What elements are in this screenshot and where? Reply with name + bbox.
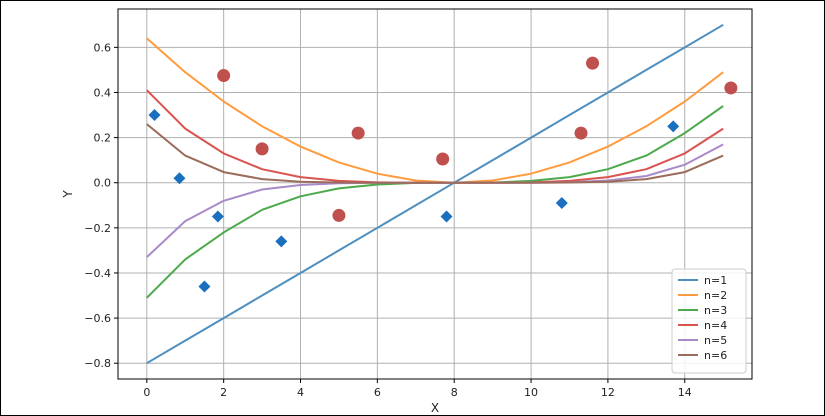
y-axis-label: Y bbox=[61, 190, 75, 199]
y-tick-label: −0.2 bbox=[84, 222, 111, 235]
x-tick-label: 4 bbox=[297, 386, 304, 399]
scatter-point-diamond bbox=[198, 280, 211, 293]
x-tick-label: 12 bbox=[601, 386, 615, 399]
y-tick-label: −0.8 bbox=[84, 357, 111, 370]
scatter-point-diamond bbox=[440, 210, 453, 223]
legend: n=1 n=2 n=3 n=4 n=5 n=6 bbox=[671, 268, 747, 374]
legend-label: n=1 bbox=[704, 274, 727, 287]
series-line-1 bbox=[146, 23, 724, 365]
x-tick-label: 2 bbox=[220, 386, 227, 399]
legend-label: n=3 bbox=[704, 304, 727, 317]
legend-label: n=5 bbox=[704, 334, 727, 347]
scatter-point-diamond bbox=[555, 197, 568, 210]
series-lines bbox=[146, 23, 724, 365]
series-line-3 bbox=[146, 105, 724, 299]
y-tick-label: −0.6 bbox=[84, 312, 111, 325]
scatter-point-diamond bbox=[211, 210, 224, 223]
scatter-point-diamond bbox=[275, 235, 288, 248]
y-tick-label: 0.4 bbox=[94, 86, 112, 99]
scatter-point-circle bbox=[724, 81, 738, 95]
scatter-point-diamond bbox=[148, 109, 161, 122]
series-line-6 bbox=[146, 123, 724, 184]
x-tick-label: 14 bbox=[678, 386, 692, 399]
scatter-markers bbox=[148, 56, 738, 293]
scatter-point-circle bbox=[351, 126, 365, 140]
legend-label: n=2 bbox=[704, 289, 727, 302]
plot-border bbox=[117, 8, 753, 380]
scatter-point-circle bbox=[586, 56, 600, 70]
x-tick-label: 6 bbox=[374, 386, 381, 399]
scatter-point-circle bbox=[255, 142, 269, 156]
x-ticks: 0 2 4 6 8 10 12 14 bbox=[143, 379, 692, 399]
y-tick-label: 0.0 bbox=[94, 177, 112, 190]
legend-label: n=4 bbox=[704, 319, 727, 332]
scatter-point-circle bbox=[436, 152, 450, 166]
y-tick-label: 0.2 bbox=[94, 132, 112, 145]
series-line-2 bbox=[146, 37, 724, 184]
y-ticks: −0.8 −0.6 −0.4 −0.2 0.0 0.2 0.4 0.6 bbox=[84, 41, 118, 370]
x-tick-label: 10 bbox=[524, 386, 538, 399]
x-tick-label: 0 bbox=[143, 386, 150, 399]
y-tick-label: −0.4 bbox=[84, 267, 111, 280]
x-axis-label: X bbox=[431, 401, 439, 415]
scatter-point-circle bbox=[217, 69, 231, 83]
scatter-point-circle bbox=[574, 126, 588, 140]
x-tick-label: 8 bbox=[451, 386, 458, 399]
scatter-point-circle bbox=[332, 208, 346, 222]
series-line-5 bbox=[146, 143, 724, 258]
scatter-point-diamond bbox=[173, 172, 186, 185]
series-line-4 bbox=[146, 89, 724, 184]
y-tick-label: 0.6 bbox=[94, 41, 112, 54]
legend-label: n=6 bbox=[704, 349, 727, 362]
scatter-point-diamond bbox=[667, 120, 680, 133]
